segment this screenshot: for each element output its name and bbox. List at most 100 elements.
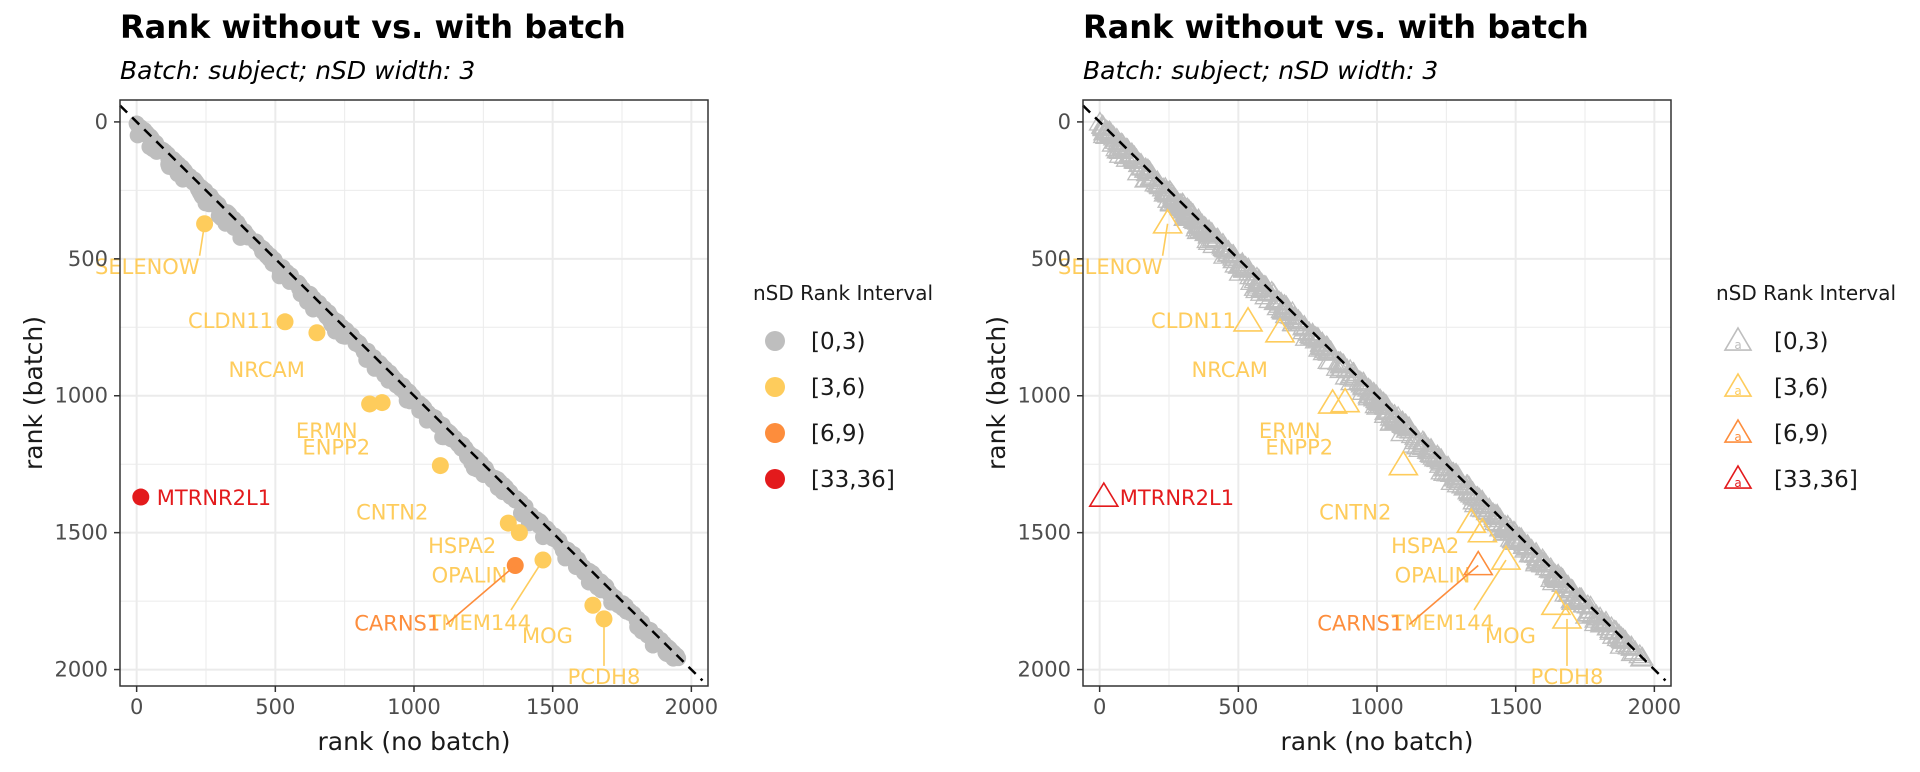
point-gene (1169, 195, 1193, 216)
point-nrcam (1264, 317, 1296, 343)
label-leader (445, 564, 516, 626)
legend-key-glyph: a (1734, 430, 1741, 444)
point-gene (1462, 489, 1486, 510)
point-gene (1173, 206, 1197, 227)
gene-label-enpp2: ENPP2 (302, 436, 370, 460)
axes: 0 500 1000 1500 2000 0 500 1000 1500 2000 rank (no… (982, 110, 1681, 756)
point-gene (1159, 192, 1183, 212)
point-gene (299, 290, 316, 307)
point-hspa2 (1455, 507, 1487, 533)
legend-key (1723, 326, 1753, 351)
point-gene (1126, 160, 1150, 181)
point-gene (1545, 566, 1569, 586)
point-cldn11 (276, 313, 294, 331)
gene-label-mtrnr2l1: MTRNR2L1 (157, 486, 271, 510)
label-leader (1473, 559, 1507, 611)
gene-label-ermn: ERMN (1259, 419, 1321, 443)
point-gene (1212, 244, 1237, 264)
legend: nSD Rank Interval [0,3) [3,6) [6,9) [33,36] (753, 281, 933, 493)
point-gene (1557, 582, 1581, 602)
y-tick-label: 2000 (1018, 658, 1071, 682)
point-gene (1281, 311, 1305, 332)
point-gene (1501, 528, 1525, 548)
gene-label-tmem144: TMEM144 (1391, 611, 1494, 635)
point-carns1 (1462, 549, 1494, 576)
y-tick-label: 0 (1058, 110, 1071, 134)
point-gene (1301, 324, 1325, 344)
point-gene (360, 350, 377, 367)
point-gene (1405, 434, 1429, 455)
point-gene (1526, 546, 1550, 567)
legend-label: [3,6) (811, 375, 866, 401)
point-gene (587, 571, 604, 588)
point-opalin (1466, 517, 1498, 543)
point-gene (341, 328, 358, 345)
point-gene (1185, 216, 1209, 237)
legend-title: nSD Rank Interval (1716, 281, 1896, 305)
point-gene (1628, 643, 1652, 664)
point-gene (1483, 510, 1508, 531)
legend-label: [0,3) (1774, 329, 1829, 355)
y-tick-label: 2000 (55, 658, 108, 682)
bulk-points (1088, 111, 1654, 667)
chart-panel-1: Rank without vs. with batch Batch: subjec… (19, 8, 933, 756)
label-leader (1161, 223, 1169, 256)
point-gene (1101, 132, 1125, 152)
legend-key (765, 469, 785, 489)
gene-label-enpp2: ENPP2 (1265, 436, 1333, 460)
point-gene (658, 645, 675, 662)
chart-subtitle: Batch: subject; nSD width: 3 (120, 56, 475, 85)
point-gene (1504, 530, 1528, 551)
point-enpp2 (373, 394, 391, 412)
point-cntn2 (1387, 450, 1419, 476)
point-mog (584, 596, 602, 614)
label-leader (510, 559, 544, 611)
x-tick-label: 500 (255, 695, 295, 719)
point-gene (1583, 611, 1607, 632)
gene-label-ermn: ERMN (296, 419, 358, 443)
legend-label: [6,9) (1774, 421, 1829, 447)
point-gene (418, 412, 435, 429)
legend-key-glyph: a (1734, 384, 1741, 398)
legend-key (765, 331, 785, 351)
point-ermn (1317, 388, 1349, 414)
legend-key (1723, 464, 1753, 489)
point-gene (1606, 626, 1630, 647)
point-gene (1244, 278, 1269, 299)
reference-line (119, 104, 704, 682)
gene-label-cntn2: CNTN2 (1319, 501, 1391, 525)
point-gene (1488, 516, 1512, 537)
gene-label-mog: MOG (522, 624, 573, 648)
point-gene (1294, 326, 1318, 346)
point-gene (477, 464, 494, 481)
point-gene (1282, 305, 1306, 326)
point-gene (1339, 370, 1364, 391)
point-gene (1092, 123, 1116, 144)
x-tick-label: 1000 (387, 695, 440, 719)
point-gene (1541, 570, 1565, 591)
x-tick-label: 2000 (1628, 695, 1681, 719)
point-gene (1113, 144, 1137, 164)
point-gene (1247, 271, 1272, 291)
axes: 0 500 1000 1500 2000 0 500 1000 1500 2000 rank (no… (19, 110, 718, 756)
point-gene (281, 273, 298, 290)
point-enpp2 (1329, 387, 1361, 413)
gene-label-carns1: CARNS1 (1317, 612, 1403, 636)
point-gene (1134, 167, 1159, 188)
point-gene (1350, 372, 1374, 393)
point-gene (567, 554, 584, 571)
gene-label-mog: MOG (1485, 624, 1536, 648)
point-mog (1540, 589, 1572, 616)
point-gene (1560, 590, 1585, 611)
x-axis-title: rank (no batch) (1280, 727, 1473, 756)
point-gene (1151, 177, 1175, 197)
legend-label: [0,3) (811, 329, 866, 355)
reference-line (1082, 104, 1667, 682)
point-gene (1102, 125, 1126, 146)
chart-subtitle: Batch: subject; nSD width: 3 (1083, 56, 1438, 85)
point-gene (1312, 340, 1336, 361)
point-gene (494, 484, 511, 501)
legend-key (765, 423, 785, 443)
point-nrcam (308, 324, 326, 342)
